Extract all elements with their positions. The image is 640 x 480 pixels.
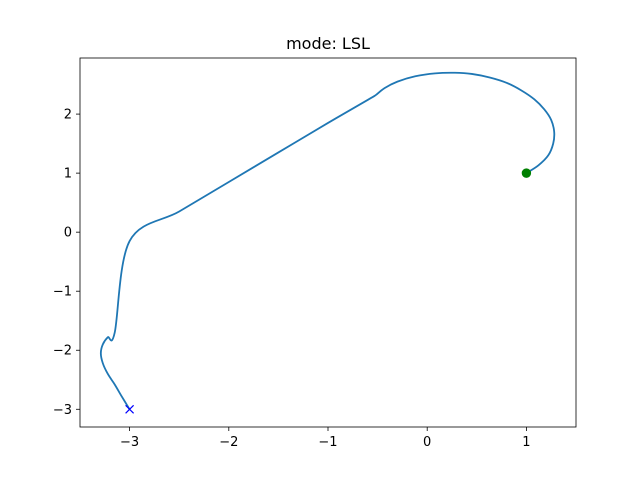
chart-title: mode: LSL [286, 34, 370, 53]
path-line [99, 71, 556, 411]
x-tick-label: −1 [318, 435, 337, 450]
y-tick-label: 2 [64, 108, 72, 123]
end-point-marker [125, 404, 135, 414]
x-tick-label: 1 [522, 435, 530, 450]
y-tick-label: −1 [53, 285, 72, 300]
y-tick-label: −2 [53, 344, 72, 359]
x-tick-label: 0 [423, 435, 431, 450]
y-tick-label: 0 [64, 226, 72, 241]
plot-area: −3 −2 −1 0 1 −3 −2 −1 0 1 2 [53, 57, 577, 450]
x-tick-label: −3 [120, 435, 139, 450]
y-tick-label: −3 [53, 403, 72, 418]
x-tick-label: −2 [219, 435, 238, 450]
start-point-marker [521, 168, 532, 178]
y-tick-label: 1 [64, 167, 72, 182]
